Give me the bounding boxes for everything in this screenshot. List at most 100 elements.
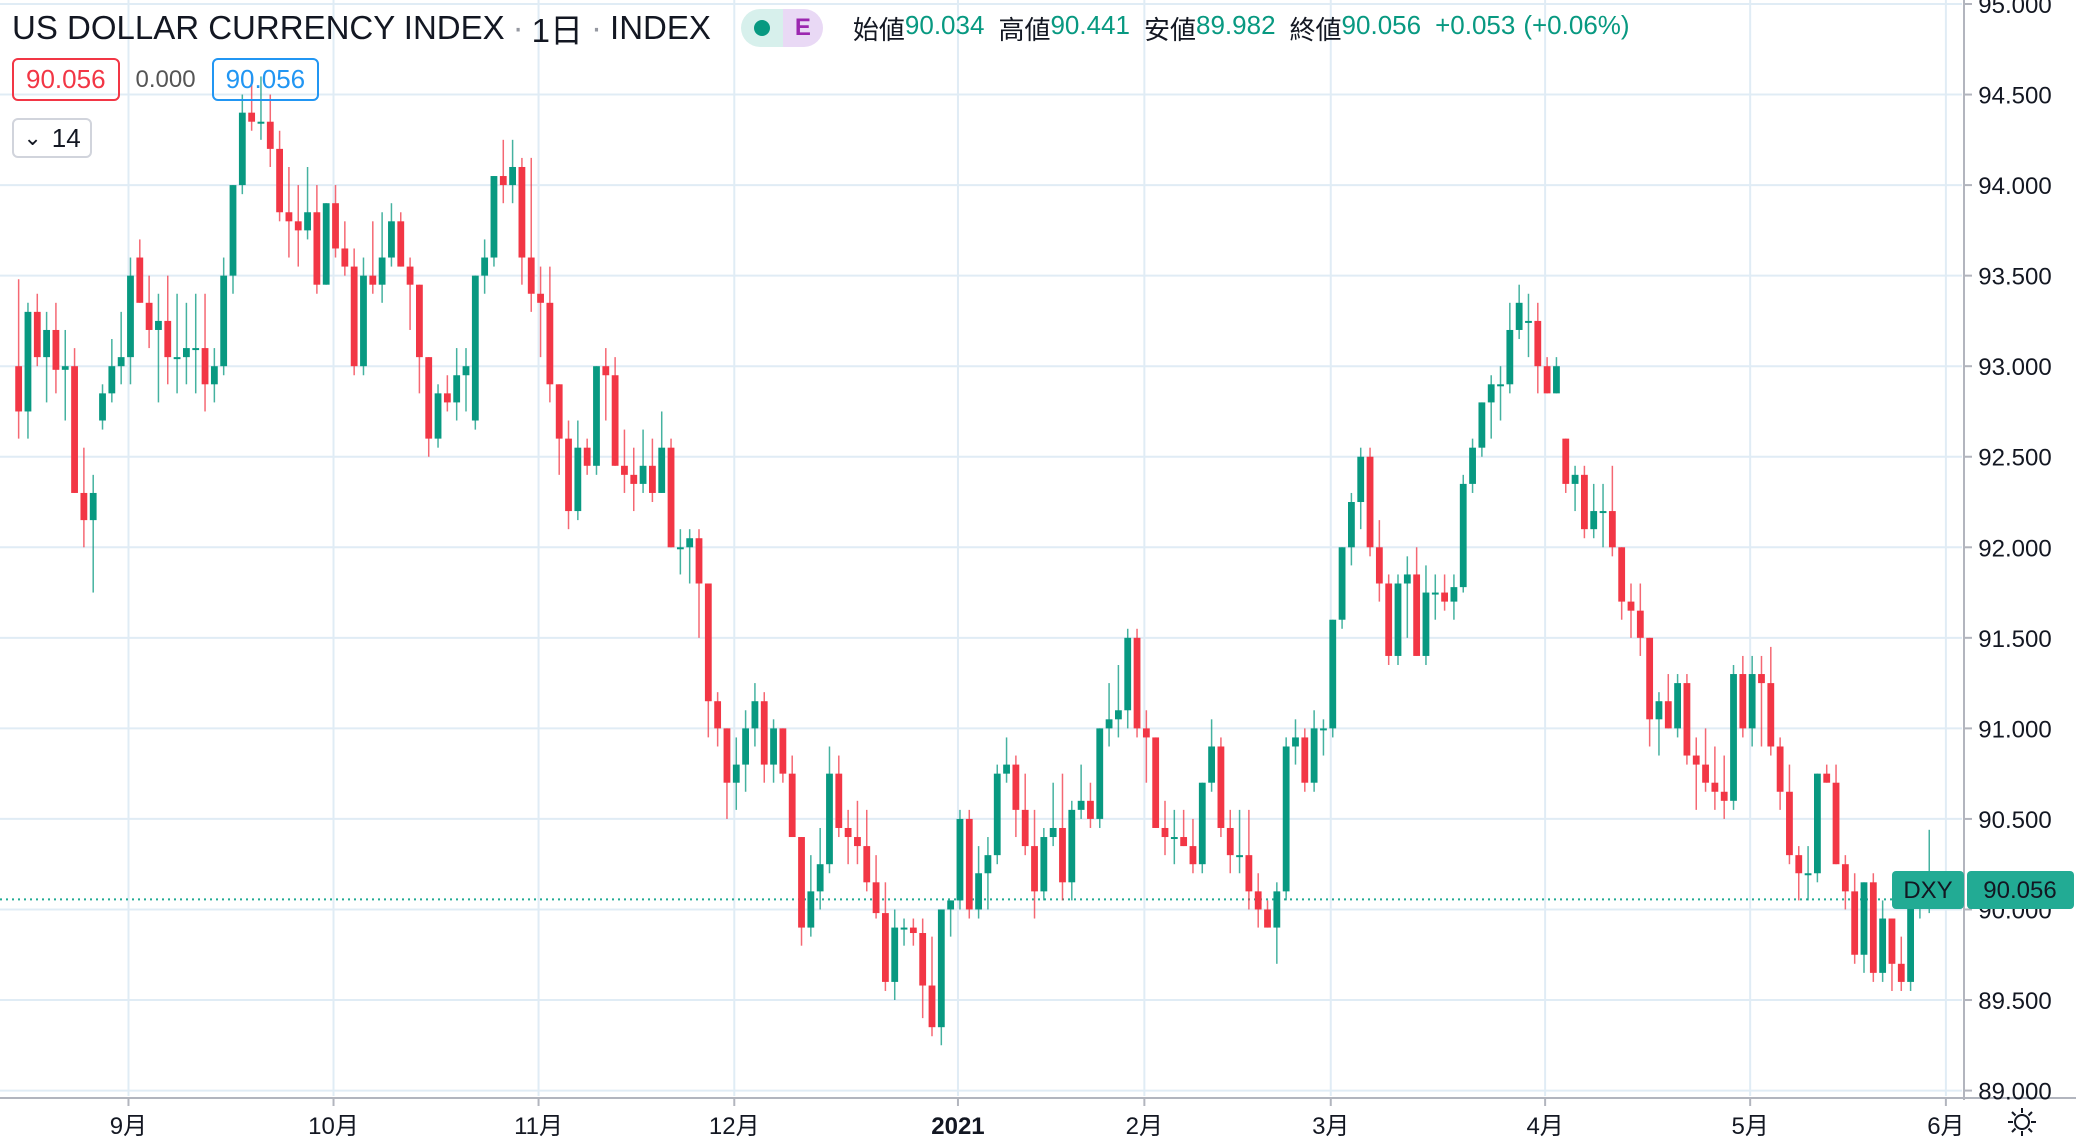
candle-body — [1087, 800, 1094, 819]
candle — [1823, 764, 1831, 783]
candle-body — [1217, 746, 1225, 828]
x-tick-label: 6月 — [1927, 1113, 1964, 1140]
candle — [490, 176, 498, 267]
candle — [220, 257, 228, 376]
candle-body — [1776, 746, 1784, 792]
candle — [1581, 465, 1588, 539]
candle — [499, 139, 507, 204]
candle — [350, 248, 358, 376]
candle-body — [1543, 366, 1551, 394]
price-axis[interactable]: 95.000 94.500 94.000 93.500 93.000 92.500 92.0… — [1964, 0, 2052, 1106]
candle — [24, 302, 32, 439]
candle — [471, 275, 479, 430]
candle — [1161, 800, 1169, 856]
candle — [975, 846, 982, 919]
candle-body — [1525, 320, 1532, 323]
candle-body — [1375, 547, 1383, 584]
candle-body — [1254, 891, 1262, 910]
candle — [1860, 882, 1868, 973]
candle — [434, 384, 442, 448]
candle-body — [1804, 873, 1812, 876]
candle — [1105, 683, 1113, 747]
candle — [388, 203, 395, 267]
candle-body — [276, 148, 283, 213]
candle — [1310, 710, 1318, 792]
candle — [1487, 375, 1495, 439]
candle-body — [1115, 710, 1122, 720]
candle — [760, 692, 768, 783]
candle-body — [1403, 574, 1411, 584]
candle — [639, 429, 647, 493]
candle-body — [1832, 782, 1840, 865]
chevron-down-icon: ⌄ — [23, 125, 42, 150]
candle-body — [43, 329, 50, 358]
candle — [1385, 574, 1393, 665]
candle-body — [1618, 547, 1626, 602]
candle — [807, 855, 815, 937]
candle-body — [1198, 782, 1206, 865]
candle-body — [1459, 483, 1467, 588]
candle-body — [742, 728, 749, 765]
candle-body — [360, 275, 367, 367]
ask-price-button[interactable]: 90.056 — [211, 58, 320, 101]
candle — [1692, 737, 1700, 810]
candle-body — [844, 827, 852, 838]
candle — [1180, 809, 1188, 847]
bid-price-button[interactable]: 90.056 — [12, 58, 120, 101]
candle-body — [294, 221, 302, 231]
status-badges[interactable]: E — [740, 9, 823, 47]
last-price-value: 90.056 — [1983, 877, 2056, 904]
time-axis[interactable]: 9月 10月 11月 12月 2021 2月 3月 4月 5月 6月 — [110, 1098, 1965, 1140]
candle — [1795, 846, 1803, 901]
symbol-title[interactable]: US DOLLAR CURRENCY INDEX — [12, 9, 505, 46]
last-price-label: DXY 90.056 — [1892, 871, 2074, 909]
ohlc-values: 始値 90.034 高値 90.441 安値 89.982 終値 90.056 … — [853, 10, 1630, 47]
exchange-label[interactable]: INDEX — [610, 9, 711, 46]
candle — [518, 157, 526, 285]
indicators-toggle-button[interactable]: ⌄ 14 — [12, 118, 92, 158]
candle-body — [975, 873, 982, 910]
candle — [1003, 737, 1010, 783]
candle — [210, 348, 218, 403]
y-tick-label: 92.500 — [1978, 445, 2051, 472]
candle — [1907, 900, 1914, 991]
candle — [1897, 936, 1905, 991]
candle — [108, 339, 116, 403]
candle-body — [1590, 511, 1598, 530]
candle — [882, 882, 889, 991]
candle-body — [1068, 809, 1076, 883]
candle-body — [1077, 800, 1085, 810]
candle-body — [1366, 456, 1374, 548]
candle-body — [1720, 791, 1728, 801]
candle-body — [388, 221, 395, 258]
candle — [956, 809, 964, 910]
candle — [1879, 900, 1887, 982]
candle-body — [164, 320, 172, 358]
candle — [1674, 674, 1681, 738]
candle-body — [1767, 683, 1775, 747]
candle — [704, 583, 712, 738]
candle — [742, 710, 749, 792]
candle — [1478, 402, 1486, 457]
candle — [1040, 827, 1048, 901]
candle-body — [509, 166, 516, 186]
market-status-icon[interactable] — [740, 9, 783, 47]
quote-row: 90.056 0.000 90.056 — [12, 58, 320, 101]
candle — [89, 474, 97, 593]
ticker-label: DXY — [1903, 877, 1952, 904]
candle-body — [332, 203, 339, 249]
candlestick-series[interactable] — [15, 76, 1933, 1046]
candle — [1776, 737, 1784, 810]
candle-body — [1879, 918, 1887, 973]
candle — [33, 293, 41, 367]
candle-body — [1292, 737, 1299, 747]
event-badge[interactable]: E — [782, 9, 823, 47]
candle-body — [322, 203, 330, 285]
candle-body — [1441, 592, 1448, 602]
interval-label[interactable]: 1日 — [531, 12, 584, 49]
settings-gear-icon[interactable] — [2004, 1104, 2040, 1140]
candle — [173, 293, 181, 394]
candle — [1515, 284, 1523, 340]
x-tick-label: 10月 — [308, 1113, 359, 1140]
